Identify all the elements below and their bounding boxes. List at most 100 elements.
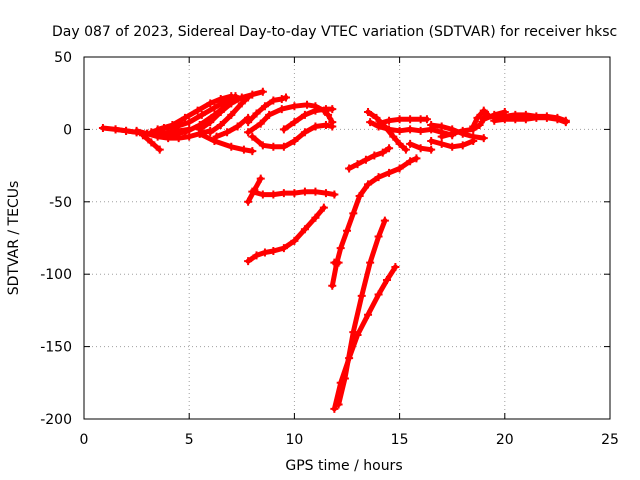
data-point (361, 155, 370, 164)
data-point (448, 129, 457, 138)
data-point (355, 192, 364, 201)
data-point (437, 132, 446, 141)
data-point (258, 141, 267, 150)
data-point (437, 139, 446, 148)
data-point (336, 244, 345, 253)
data-point (395, 139, 404, 148)
data-point (374, 290, 383, 299)
y-axis: 50 0 -50 -100 -150 -200 (40, 50, 610, 428)
data-point (374, 173, 383, 182)
data-point (281, 93, 290, 102)
data-point (366, 258, 375, 267)
data-series (248, 187, 339, 199)
data-point (155, 145, 164, 154)
data-point (185, 118, 194, 127)
data-point (389, 132, 398, 141)
data-series (330, 262, 400, 413)
data-point (353, 331, 362, 340)
data-point (475, 121, 484, 130)
data-point (256, 119, 265, 128)
data-point (321, 189, 330, 198)
data-point (500, 115, 509, 124)
x-axis-label: GPS time / hours (285, 458, 402, 474)
y-axis-label: SDTVAR / TECUs (6, 181, 22, 296)
data-series (330, 258, 343, 267)
data-point (210, 103, 219, 112)
data-series (427, 136, 478, 151)
data-point (374, 232, 383, 241)
data-point (385, 116, 394, 125)
y-tick-label: 50 (54, 50, 72, 66)
data-point (279, 142, 288, 151)
data-point (395, 126, 404, 135)
data-point (248, 90, 257, 99)
data-point (216, 121, 225, 130)
data-point (437, 122, 446, 131)
data-point (311, 187, 320, 196)
data-series (248, 121, 337, 151)
data-point (343, 226, 351, 235)
data-series (244, 100, 337, 137)
data-point (469, 122, 478, 131)
plot-frame (83, 56, 611, 420)
data-point (164, 129, 173, 138)
data-point (353, 160, 362, 169)
data-point (248, 132, 257, 141)
data-point (336, 378, 345, 387)
data-point (193, 106, 202, 115)
data-point (406, 139, 415, 148)
data-point (349, 328, 358, 337)
series-trace (214, 115, 251, 140)
data-point (324, 110, 333, 119)
data-point (300, 225, 309, 234)
data-series (195, 87, 267, 134)
data-series (153, 92, 236, 134)
data-point (244, 197, 253, 206)
data-point (542, 113, 551, 122)
data-point (269, 190, 278, 199)
data-point (382, 275, 391, 284)
series-trace (470, 108, 491, 129)
data-point (132, 126, 141, 135)
data-point (260, 102, 269, 111)
data-point (479, 134, 488, 143)
y-tick-label: 0 (63, 122, 72, 138)
data-point (479, 106, 488, 115)
data-point (511, 115, 520, 124)
data-point (345, 164, 354, 173)
data-point (395, 164, 404, 173)
data-point (258, 190, 267, 199)
data-point (479, 113, 488, 122)
y-tick-label: -100 (40, 267, 72, 283)
data-point (412, 154, 421, 163)
data-point (345, 354, 354, 363)
x-tick-label: 25 (601, 432, 619, 448)
data-point (227, 99, 236, 108)
data-series (206, 93, 253, 137)
data-point (311, 122, 320, 131)
data-point (330, 404, 339, 413)
data-point (153, 132, 162, 141)
data-point (311, 106, 320, 115)
data-point (427, 145, 436, 154)
data-point (180, 128, 189, 137)
data-point (490, 116, 499, 125)
data-point (256, 174, 265, 183)
data-point (290, 189, 299, 198)
data-point (174, 134, 183, 143)
data-point (422, 115, 431, 124)
data-point (290, 236, 299, 245)
data-point (147, 138, 156, 147)
data-point (395, 115, 404, 124)
data-point (406, 125, 415, 134)
data-point (258, 87, 267, 96)
data-point (277, 94, 286, 103)
data-point (458, 126, 467, 135)
data-series (328, 154, 421, 290)
data-point (147, 128, 156, 137)
data-point (269, 142, 278, 151)
data-point (416, 126, 425, 135)
data-point (370, 151, 379, 160)
data-point (290, 136, 299, 145)
y-tick-label: -200 (40, 412, 72, 428)
